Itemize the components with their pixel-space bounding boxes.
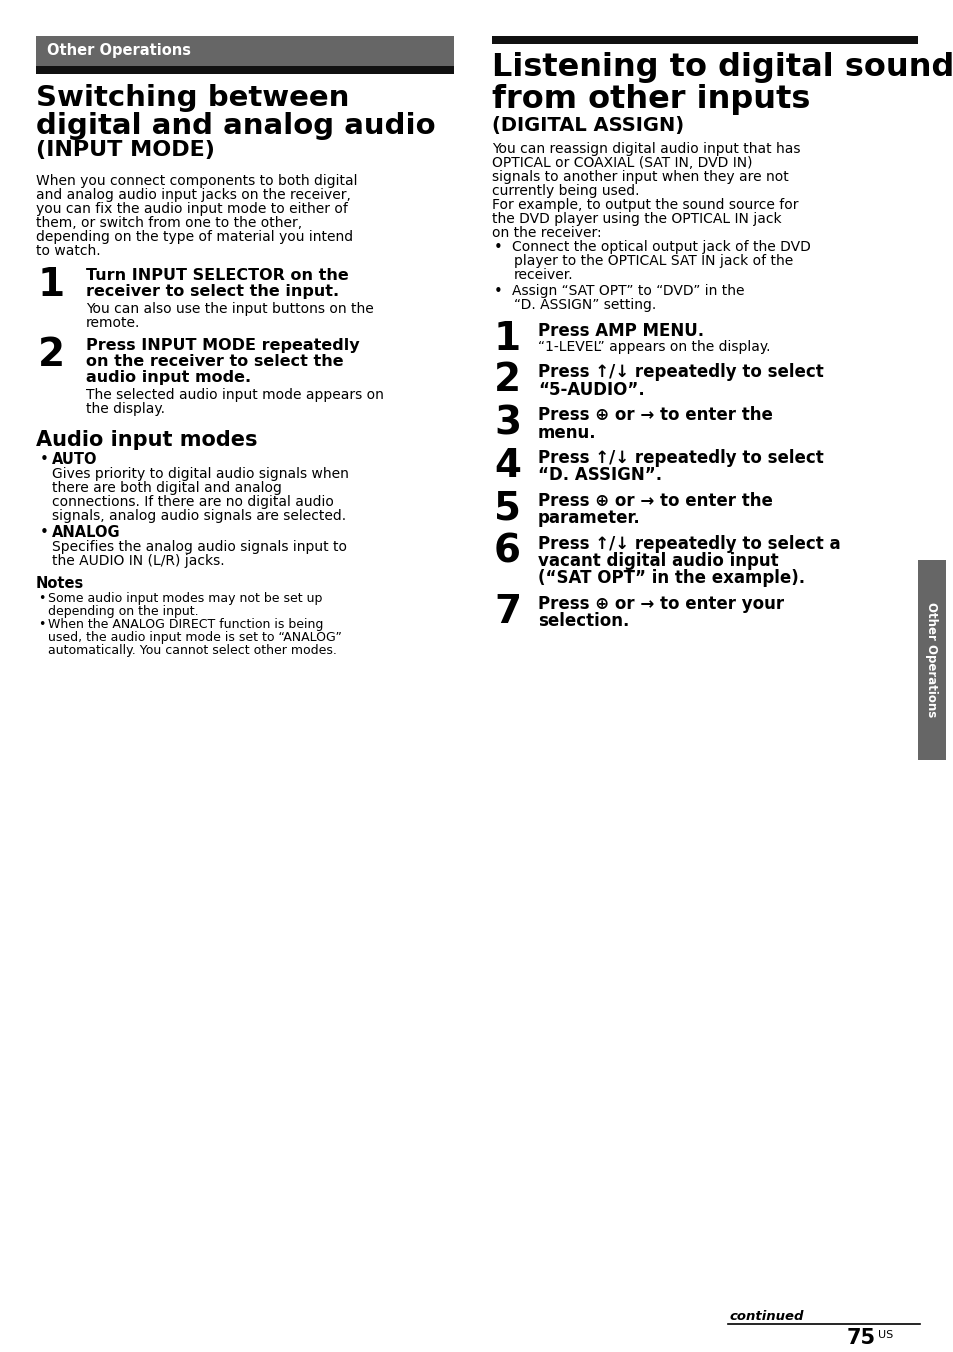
- Text: 1: 1: [38, 266, 65, 304]
- Text: Press ⊕ or → to enter your: Press ⊕ or → to enter your: [537, 595, 783, 612]
- Text: 2: 2: [494, 361, 520, 399]
- Text: (INPUT MODE): (INPUT MODE): [36, 141, 214, 160]
- Text: connections. If there are no digital audio: connections. If there are no digital aud…: [52, 495, 334, 508]
- Text: Other Operations: Other Operations: [924, 603, 938, 718]
- Text: “1-LEVEL” appears on the display.: “1-LEVEL” appears on the display.: [537, 341, 770, 354]
- Text: selection.: selection.: [537, 612, 629, 630]
- Text: Specifies the analog audio signals input to: Specifies the analog audio signals input…: [52, 539, 347, 554]
- Text: to watch.: to watch.: [36, 243, 100, 258]
- Text: Other Operations: Other Operations: [47, 43, 191, 58]
- Text: 5: 5: [494, 489, 520, 527]
- Text: depending on the input.: depending on the input.: [48, 604, 198, 618]
- Text: vacant digital audio input: vacant digital audio input: [537, 552, 778, 571]
- Text: •: •: [40, 452, 49, 466]
- Text: on the receiver:: on the receiver:: [492, 226, 601, 241]
- Text: there are both digital and analog: there are both digital and analog: [52, 481, 281, 495]
- Text: •: •: [494, 241, 502, 256]
- Text: 4: 4: [494, 448, 520, 485]
- Text: them, or switch from one to the other,: them, or switch from one to the other,: [36, 216, 302, 230]
- Text: Press ↑/↓ repeatedly to select a: Press ↑/↓ repeatedly to select a: [537, 534, 840, 553]
- Text: parameter.: parameter.: [537, 510, 640, 527]
- Text: Gives priority to digital audio signals when: Gives priority to digital audio signals …: [52, 466, 349, 481]
- Text: Some audio input modes may not be set up: Some audio input modes may not be set up: [48, 592, 322, 604]
- Text: player to the OPTICAL SAT IN jack of the: player to the OPTICAL SAT IN jack of the: [514, 254, 792, 268]
- Text: Press AMP MENU.: Press AMP MENU.: [537, 322, 703, 339]
- Text: signals to another input when they are not: signals to another input when they are n…: [492, 170, 788, 184]
- Text: “5-AUDIO”.: “5-AUDIO”.: [537, 381, 644, 399]
- Text: Switching between: Switching between: [36, 84, 349, 112]
- Text: •: •: [38, 592, 46, 604]
- Text: Assign “SAT OPT” to “DVD” in the: Assign “SAT OPT” to “DVD” in the: [512, 284, 743, 297]
- Text: ANALOG: ANALOG: [52, 525, 120, 539]
- Text: •: •: [40, 525, 49, 539]
- Text: 6: 6: [494, 533, 520, 571]
- Text: AUTO: AUTO: [52, 452, 97, 466]
- Text: continued: continued: [729, 1310, 803, 1324]
- Text: Press ↑/↓ repeatedly to select: Press ↑/↓ repeatedly to select: [537, 364, 822, 381]
- Text: on the receiver to select the: on the receiver to select the: [86, 354, 343, 369]
- Text: When you connect components to both digital: When you connect components to both digi…: [36, 174, 357, 188]
- Bar: [492, 37, 917, 45]
- Text: (DIGITAL ASSIGN): (DIGITAL ASSIGN): [492, 116, 683, 135]
- Text: receiver to select the input.: receiver to select the input.: [86, 284, 338, 299]
- Text: “D. ASSIGN” setting.: “D. ASSIGN” setting.: [514, 297, 656, 312]
- Text: from other inputs: from other inputs: [492, 84, 809, 115]
- Text: the AUDIO IN (L/R) jacks.: the AUDIO IN (L/R) jacks.: [52, 554, 224, 568]
- Text: remote.: remote.: [86, 316, 140, 330]
- Text: used, the audio input mode is set to “ANALOG”: used, the audio input mode is set to “AN…: [48, 631, 341, 644]
- Text: digital and analog audio: digital and analog audio: [36, 112, 436, 141]
- Text: 2: 2: [38, 337, 65, 375]
- Text: Connect the optical output jack of the DVD: Connect the optical output jack of the D…: [512, 241, 810, 254]
- Text: US: US: [877, 1330, 892, 1340]
- Text: You can also use the input buttons on the: You can also use the input buttons on th…: [86, 301, 374, 316]
- Text: Audio input modes: Audio input modes: [36, 430, 257, 450]
- Text: Press INPUT MODE repeatedly: Press INPUT MODE repeatedly: [86, 338, 359, 353]
- Text: OPTICAL or COAXIAL (SAT IN, DVD IN): OPTICAL or COAXIAL (SAT IN, DVD IN): [492, 155, 752, 170]
- Text: the DVD player using the OPTICAL IN jack: the DVD player using the OPTICAL IN jack: [492, 212, 781, 226]
- Bar: [36, 66, 454, 74]
- Text: depending on the type of material you intend: depending on the type of material you in…: [36, 230, 353, 243]
- Text: The selected audio input mode appears on: The selected audio input mode appears on: [86, 388, 383, 402]
- Text: (“SAT OPT” in the example).: (“SAT OPT” in the example).: [537, 569, 804, 587]
- Text: “D. ASSIGN”.: “D. ASSIGN”.: [537, 466, 661, 484]
- Text: Press ↑/↓ repeatedly to select: Press ↑/↓ repeatedly to select: [537, 449, 822, 466]
- Text: audio input mode.: audio input mode.: [86, 370, 251, 385]
- Bar: [917, 560, 945, 760]
- Text: Press ⊕ or → to enter the: Press ⊕ or → to enter the: [537, 492, 772, 510]
- Text: and analog audio input jacks on the receiver,: and analog audio input jacks on the rece…: [36, 188, 351, 201]
- Text: automatically. You cannot select other modes.: automatically. You cannot select other m…: [48, 644, 336, 657]
- Text: receiver.: receiver.: [514, 268, 573, 283]
- Text: currently being used.: currently being used.: [492, 184, 639, 197]
- Text: menu.: menu.: [537, 423, 596, 442]
- Text: Listening to digital sound: Listening to digital sound: [492, 51, 953, 82]
- Text: 1: 1: [494, 320, 520, 358]
- Text: you can fix the audio input mode to either of: you can fix the audio input mode to eith…: [36, 201, 348, 216]
- Text: 75: 75: [846, 1328, 875, 1348]
- Text: Turn INPUT SELECTOR on the: Turn INPUT SELECTOR on the: [86, 268, 349, 283]
- Text: Press ⊕ or → to enter the: Press ⊕ or → to enter the: [537, 406, 772, 425]
- Text: Notes: Notes: [36, 576, 84, 591]
- Text: 7: 7: [494, 592, 520, 631]
- Text: the display.: the display.: [86, 402, 165, 416]
- Text: 3: 3: [494, 404, 520, 442]
- Text: •: •: [38, 618, 46, 631]
- Text: You can reassign digital audio input that has: You can reassign digital audio input tha…: [492, 142, 800, 155]
- Text: •: •: [494, 284, 502, 299]
- Text: When the ANALOG DIRECT function is being: When the ANALOG DIRECT function is being: [48, 618, 323, 631]
- Text: signals, analog audio signals are selected.: signals, analog audio signals are select…: [52, 508, 346, 523]
- Text: For example, to output the sound source for: For example, to output the sound source …: [492, 197, 798, 212]
- Bar: [36, 37, 454, 66]
